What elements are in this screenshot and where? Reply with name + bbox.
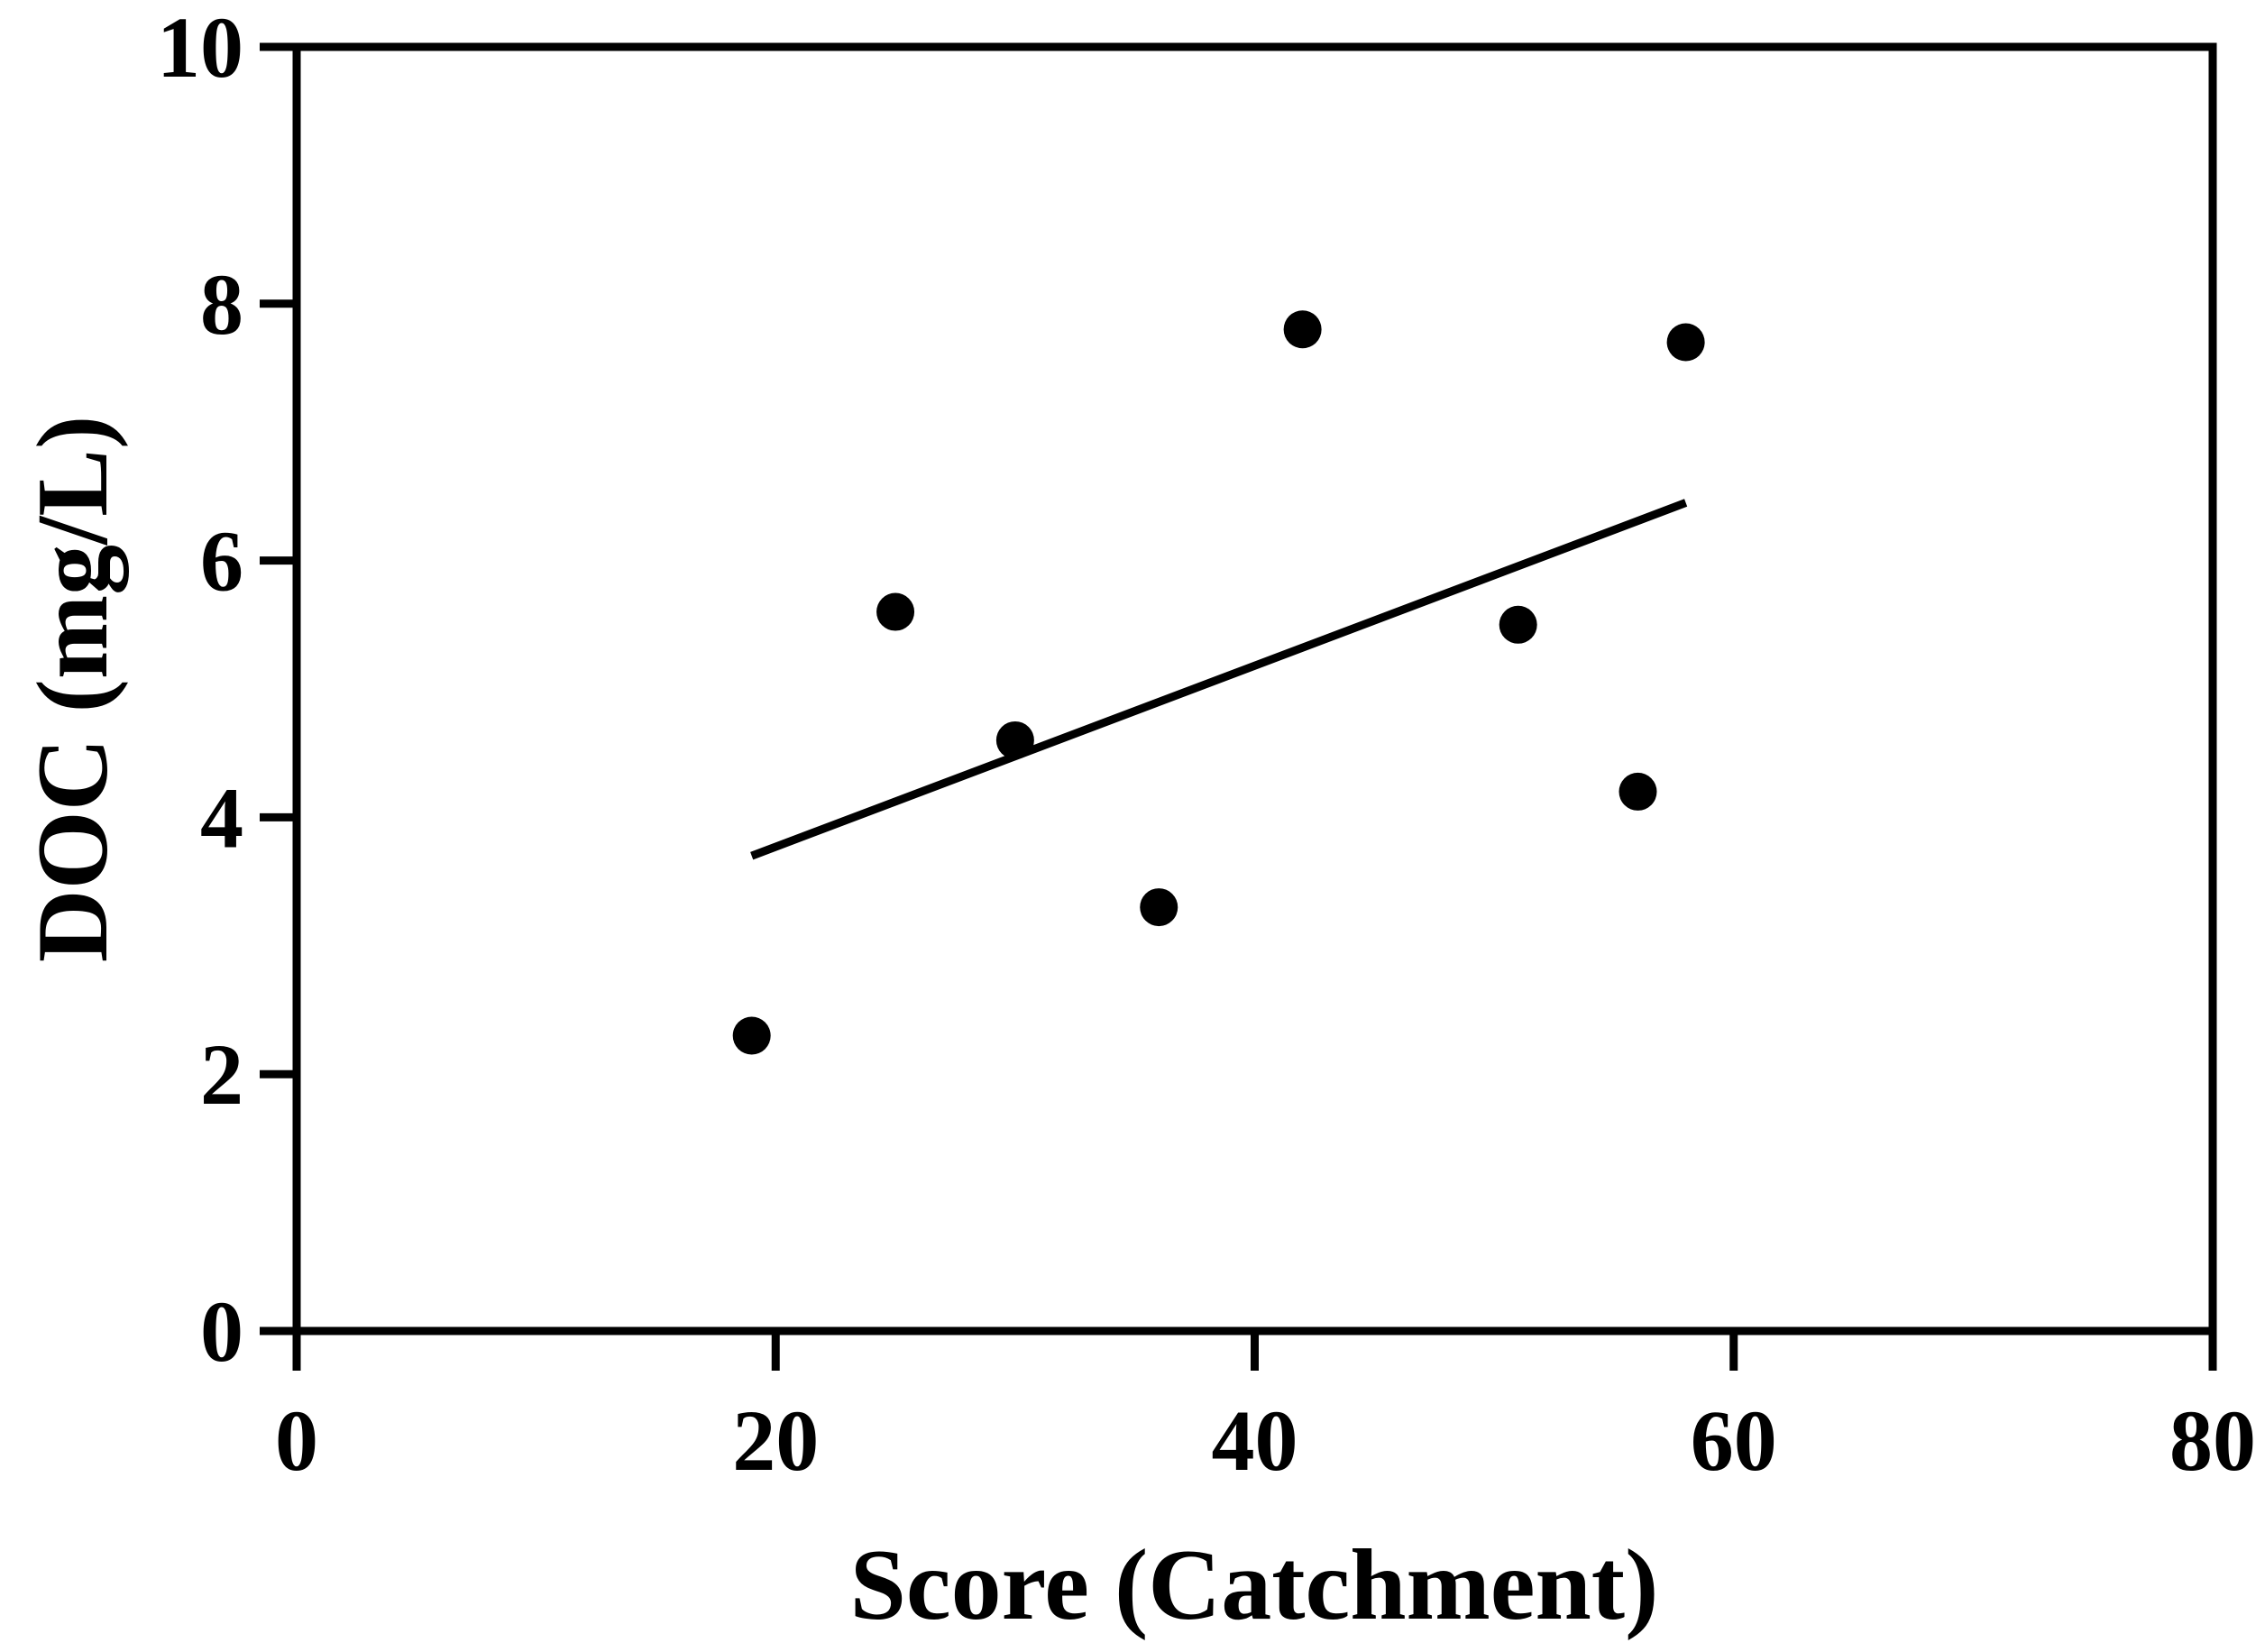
data-point	[1499, 605, 1537, 644]
y-tick-label: 0	[200, 1283, 243, 1380]
x-tick-label: 0	[275, 1392, 318, 1489]
y-tick-label: 4	[200, 769, 243, 866]
x-axis-title: Score (Catchment)	[850, 1529, 1659, 1641]
x-tick-label: 80	[2169, 1392, 2256, 1489]
data-point	[1283, 310, 1322, 349]
x-axis-ticks: 0 20 40 60 80	[275, 1331, 2256, 1489]
y-tick-label: 8	[200, 256, 243, 353]
y-tick-label: 6	[200, 513, 243, 610]
x-tick-label: 20	[732, 1392, 819, 1489]
y-tick-label: 10	[157, 0, 243, 96]
plot-frame	[292, 42, 2217, 1335]
y-tick-label: 2	[200, 1026, 243, 1123]
data-point	[876, 592, 915, 631]
x-tick-label: 60	[1691, 1392, 1777, 1489]
data-point	[1619, 772, 1657, 811]
trend-line-layer	[750, 499, 1688, 860]
x-tick-label: 40	[1212, 1392, 1298, 1489]
y-axis-ticks: 0 2 4 6 8 10	[157, 0, 297, 1380]
data-point	[732, 1016, 771, 1055]
y-axis-title: DOC (mg/L)	[17, 416, 129, 963]
trend-line	[750, 499, 1688, 860]
data-point	[1140, 888, 1178, 927]
data-points-layer	[732, 310, 1705, 1055]
data-point	[1666, 323, 1705, 362]
data-point	[995, 720, 1034, 759]
